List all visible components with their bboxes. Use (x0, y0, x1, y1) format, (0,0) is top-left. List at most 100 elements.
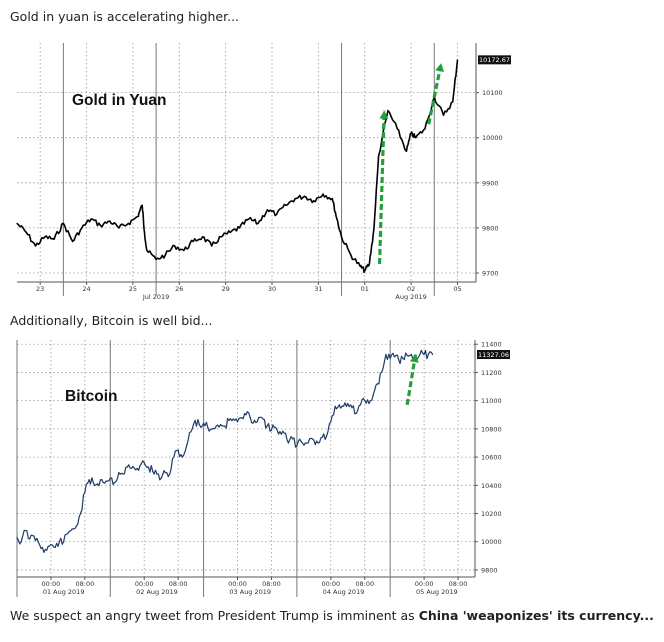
x-tick-label: 08:00 (75, 580, 94, 588)
data-point (156, 473, 158, 475)
data-point (194, 419, 196, 422)
data-point (220, 236, 222, 238)
data-point (136, 216, 139, 218)
data-point (211, 428, 213, 430)
x-tick-label: 00:00 (321, 580, 340, 588)
data-point (20, 541, 22, 543)
data-point (71, 528, 73, 530)
data-point (396, 128, 398, 130)
data-point (135, 469, 137, 471)
data-point (283, 432, 285, 434)
x-tick-label: 25 (129, 285, 137, 293)
data-point (46, 549, 48, 551)
data-point (192, 240, 194, 243)
data-point (373, 227, 375, 229)
last-value-badge (477, 350, 510, 360)
data-point (118, 472, 120, 474)
x-tick-label: 23 (36, 285, 44, 293)
x-tick-label: 30 (268, 285, 276, 293)
data-point (33, 535, 35, 537)
y-tick-label: 10000 (481, 538, 502, 546)
data-point (406, 354, 408, 357)
data-point (25, 231, 27, 233)
data-point (29, 538, 31, 540)
data-point (90, 218, 92, 220)
x-tick-label: 02 (407, 285, 415, 293)
data-point (16, 536, 18, 539)
data-point (350, 254, 352, 256)
y-tick-label: 11400 (481, 341, 502, 349)
data-point (75, 525, 77, 527)
data-point (287, 442, 290, 444)
data-point (452, 101, 454, 103)
data-point (292, 438, 294, 440)
caption-gold: Gold in yuan is accelerating higher... (10, 9, 240, 24)
data-point (109, 220, 111, 222)
data-point (173, 456, 175, 458)
data-point (410, 353, 412, 356)
data-point (92, 481, 94, 484)
data-point (393, 356, 396, 358)
data-point (54, 546, 56, 548)
data-point (198, 424, 200, 426)
x-group-label: Jul 2019 (142, 293, 169, 301)
y-tick-label: 9800 (482, 224, 499, 232)
data-point (37, 541, 39, 543)
y-tick-label: 9900 (482, 179, 499, 187)
x-tick-label: 31 (314, 285, 322, 293)
x-tick-label: 05 (453, 285, 461, 293)
x-tick-label: 00:00 (415, 580, 434, 588)
data-point (364, 270, 366, 272)
data-point (296, 445, 298, 447)
data-point (364, 400, 366, 402)
data-point (67, 532, 69, 534)
data-point (143, 231, 146, 233)
data-point (236, 421, 239, 423)
data-point (118, 227, 120, 229)
data-point (249, 416, 251, 419)
data-point (177, 449, 179, 451)
data-point (183, 249, 185, 252)
data-point (53, 238, 55, 240)
data-point (34, 245, 37, 247)
data-point (359, 265, 361, 267)
data-point (338, 404, 340, 406)
data-point (109, 477, 111, 479)
trend-arrow-head (435, 63, 445, 73)
data-point (313, 439, 315, 441)
x-tick-label: 00:00 (135, 580, 154, 588)
data-point (147, 466, 150, 468)
caption-bitcoin: Additionally, Bitcoin is well bid... (10, 313, 213, 328)
data-point (294, 197, 296, 200)
x-group-label: 01 Aug 2019 (43, 588, 85, 596)
data-point (253, 419, 256, 422)
y-tick-label: 9700 (482, 269, 499, 277)
data-point (229, 231, 231, 233)
data-point (258, 416, 260, 419)
data-point (181, 456, 183, 458)
data-point (164, 472, 167, 474)
data-point (389, 357, 391, 359)
y-tick-label: 10600 (481, 454, 502, 462)
data-point (415, 137, 417, 139)
data-point (143, 462, 145, 464)
last-value-label: 11327.06 (478, 351, 509, 359)
caption-conclusion: We suspect an angry tweet from President… (10, 608, 654, 623)
data-point (215, 425, 217, 427)
data-point (262, 418, 264, 420)
x-tick-label: 24 (82, 285, 90, 293)
data-point (431, 353, 434, 356)
data-point (321, 436, 323, 438)
caption-conclusion-plain: We suspect an angry tweet from President… (10, 608, 419, 623)
data-point (368, 402, 370, 405)
data-point (228, 419, 230, 422)
data-point (456, 59, 459, 61)
data-point (58, 541, 61, 543)
data-point (186, 445, 188, 447)
data-point (155, 258, 157, 261)
x-tick-label: 00:00 (228, 580, 247, 588)
data-point (270, 429, 273, 431)
data-point (88, 479, 90, 481)
data-point (347, 402, 349, 405)
data-point (127, 222, 129, 224)
